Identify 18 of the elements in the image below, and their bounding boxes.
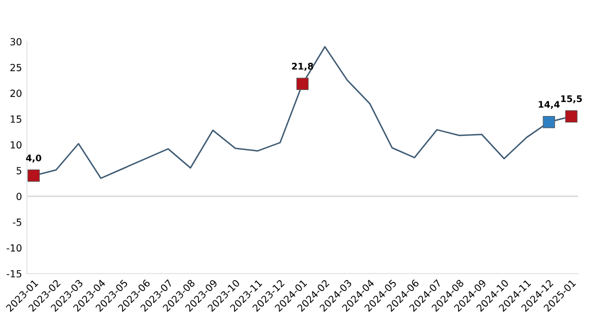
point [565, 110, 578, 122]
point [542, 116, 556, 128]
y-tick-label: 0 [16, 192, 22, 200]
y-tick-label: 15 [10, 116, 22, 123]
y-tick-label: -15 [6, 270, 22, 278]
y-tick-label: -10 [6, 244, 22, 252]
point [28, 170, 40, 182]
y-tick-label: 25 [10, 64, 22, 72]
y-tick-label: 5 [16, 167, 22, 174]
point [296, 78, 309, 90]
data-label: 4,0 [26, 154, 42, 163]
y-tick-label: 20 [10, 90, 22, 97]
y-tick-label: -5 [12, 218, 22, 226]
data-label: 14,4 [538, 101, 560, 109]
data-label: 21,8 [292, 62, 314, 71]
y-tick-label: 10 [10, 141, 22, 149]
y-tick-label: 30 [10, 38, 22, 46]
data-label: 15,5 [561, 95, 582, 104]
